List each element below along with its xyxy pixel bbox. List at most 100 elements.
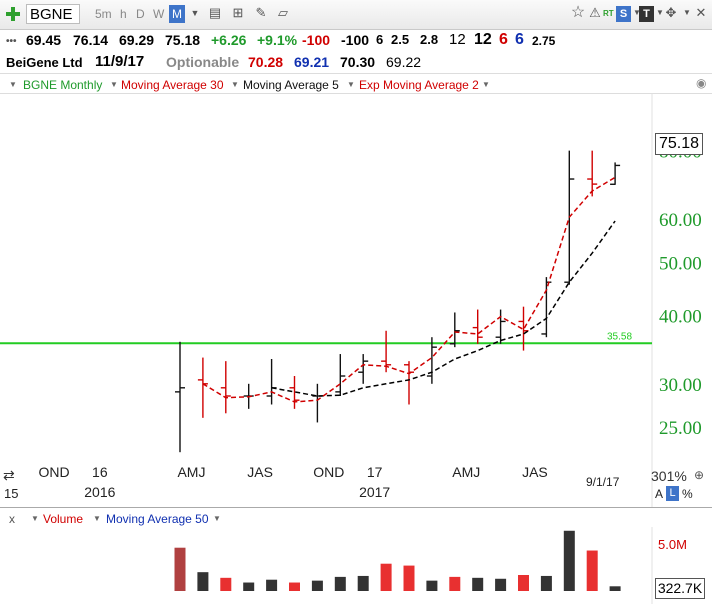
legend-dropdown-icon[interactable]: ▼	[9, 80, 17, 89]
volume-ma50-label[interactable]: Moving Average 50	[106, 512, 209, 526]
optionable-label: Optionable	[166, 54, 240, 70]
x-tick-label: OND	[313, 464, 344, 480]
volume-chart[interactable]: 5.0M	[0, 527, 712, 604]
favorite-star-icon[interactable]: ☆	[570, 4, 586, 21]
quote-value-3: 70.30	[340, 54, 376, 70]
t-button[interactable]: T	[639, 6, 654, 22]
price-readout: 75.18	[655, 133, 703, 155]
add-symbol-icon[interactable]	[5, 6, 21, 22]
legend-dropdown-icon[interactable]: ▼	[347, 80, 355, 89]
quote-menu-icon[interactable]: •••	[6, 36, 17, 47]
s-button[interactable]: S	[616, 6, 631, 22]
volume-bar	[357, 575, 369, 591]
legend-symbol[interactable]: BGNE Monthly	[23, 78, 103, 92]
volume-dropdown-icon[interactable]: ▼	[213, 514, 221, 523]
auto-scale-button[interactable]: A	[655, 487, 664, 501]
volume-bar	[472, 577, 484, 591]
ohlc-bar	[587, 150, 598, 197]
quote-value-2: 69.21	[294, 54, 330, 70]
volume-dropdown-icon[interactable]: ▼	[31, 514, 39, 523]
interval-hour[interactable]: h	[120, 7, 127, 21]
ohlc-bar	[266, 359, 277, 405]
volume-bar	[174, 547, 186, 591]
volume-bar	[563, 530, 575, 591]
ohlc-bar	[564, 150, 575, 285]
volume-bar	[243, 582, 255, 591]
realtime-label[interactable]: RT	[603, 9, 614, 18]
alert-icon[interactable]: ⚠	[589, 5, 601, 20]
legend-dropdown-icon[interactable]: ▼	[482, 80, 490, 89]
price-tick-label: 25.00	[659, 418, 702, 439]
volume-bar	[197, 572, 209, 591]
volume-bar	[495, 578, 507, 591]
level-line-label: 35.58	[607, 331, 632, 342]
x-tick-label: 16	[92, 464, 108, 480]
volume-bar	[403, 565, 415, 591]
volume-tick-label: 5.0M	[658, 537, 687, 552]
volume-dropdown-icon[interactable]: ▼	[93, 514, 101, 523]
chart-settings-icon[interactable]: ◉	[696, 76, 707, 90]
legend-ema2[interactable]: Exp Moving Average 2	[359, 78, 479, 92]
draw-pencil-icon[interactable]: ✎	[255, 5, 267, 20]
t-dropdown-icon[interactable]: ▼	[656, 8, 664, 17]
close-pane-icon[interactable]: x	[9, 512, 15, 526]
volume-bar	[220, 577, 232, 591]
ohlc-bar	[449, 312, 460, 348]
volume-bar	[289, 582, 300, 591]
last-price: 69.45	[26, 32, 62, 48]
menu-dropdown-icon[interactable]: ▼	[683, 8, 691, 17]
volume-label[interactable]: Volume	[43, 512, 84, 526]
volume-bar	[334, 576, 346, 591]
close-icon[interactable]: ✕	[695, 5, 707, 20]
ohlc-bar	[335, 354, 346, 397]
interval-week[interactable]: W	[153, 7, 165, 21]
move-icon[interactable]: ✥	[665, 5, 677, 20]
legend-ma5[interactable]: Moving Average 5	[243, 78, 339, 92]
legend-ma30[interactable]: Moving Average 30	[121, 78, 224, 92]
ohlc-bar	[175, 341, 185, 453]
quote-value-4: 69.22	[386, 54, 422, 70]
ohlc-bar	[358, 354, 369, 384]
x-tick-label: AMJ	[177, 464, 205, 480]
company-line: BeiGene Ltd 11/9/17 Optionable 70.28 69.…	[0, 51, 712, 73]
compare-icon[interactable]: ▤	[208, 5, 222, 20]
interval-dropdown-icon[interactable]: ▼	[190, 8, 200, 18]
symbol-input[interactable]: BGNE	[26, 4, 80, 24]
ohlc-bar	[289, 376, 300, 409]
interval-day[interactable]: D	[136, 7, 145, 21]
left-edge-label: 15	[4, 486, 19, 501]
price-tick-label: 40.00	[659, 306, 702, 327]
company-name: BeiGene Ltd	[6, 55, 83, 70]
percent-scale-button[interactable]: %	[682, 487, 693, 501]
x-tick-label: 17	[367, 464, 383, 480]
ohlc-bar	[381, 330, 392, 373]
series-line-exp-moving-average-2	[202, 176, 616, 403]
add-indicator-icon[interactable]: ⊞	[232, 5, 244, 20]
volume-bar	[449, 576, 461, 591]
s-dropdown-icon[interactable]: ▼	[633, 8, 641, 17]
stat-1: -100	[302, 32, 331, 48]
interval-5m[interactable]: 5m	[95, 7, 112, 21]
volume-bar	[518, 575, 529, 591]
scale-percent[interactable]: 301%	[651, 468, 687, 484]
high-price: 76.14	[73, 32, 109, 48]
ohlc-bar	[220, 361, 231, 414]
ohlc-bar	[404, 361, 414, 405]
scroll-arrows-icon[interactable]: ⇄	[3, 467, 15, 483]
last-bar-date: 9/1/17	[586, 475, 620, 489]
year-label: 2017	[359, 484, 390, 500]
stat-4: 2.5	[391, 32, 410, 47]
ohlc-bar	[541, 277, 552, 338]
zoom-icon[interactable]: ⊕	[694, 468, 705, 482]
log-scale-button[interactable]: L	[666, 486, 679, 501]
year-label: 2016	[84, 484, 115, 500]
quote-line: ••• 69.45 76.14 69.29 75.18 +6.26 +9.1% …	[0, 29, 712, 51]
note-icon[interactable]: ▱	[278, 5, 288, 20]
interval-month[interactable]: M	[169, 5, 185, 23]
legend-dropdown-icon[interactable]: ▼	[110, 80, 118, 89]
quote-value-1: 70.28	[248, 54, 284, 70]
x-tick-label: JAS	[522, 464, 548, 480]
legend-dropdown-icon[interactable]: ▼	[231, 80, 239, 89]
stat-3: 6	[376, 32, 384, 47]
